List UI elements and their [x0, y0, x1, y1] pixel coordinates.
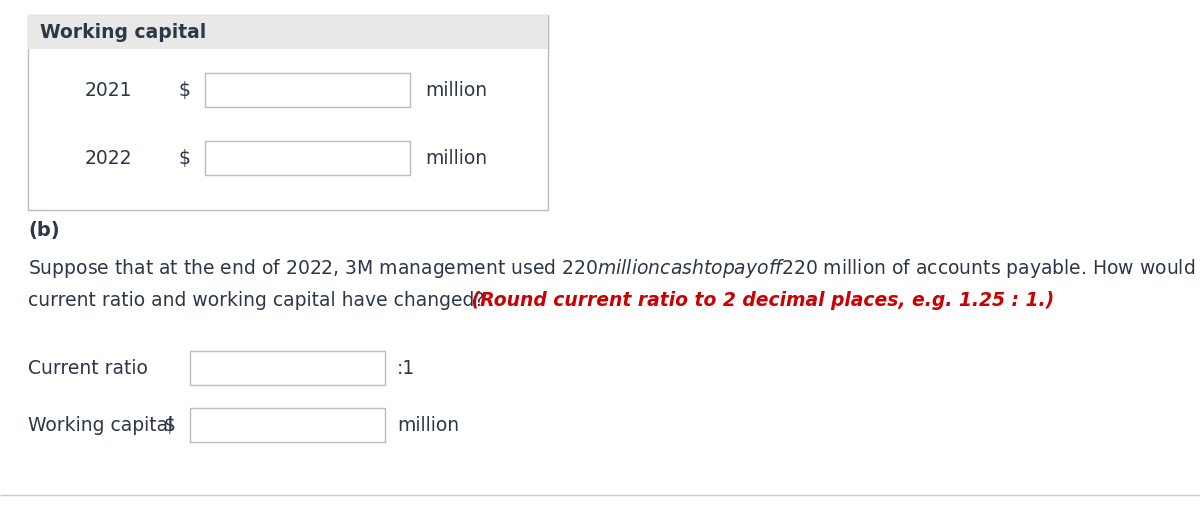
Text: million: million: [397, 415, 460, 434]
Text: Working capital: Working capital: [40, 22, 206, 41]
FancyBboxPatch shape: [28, 15, 548, 49]
Text: 2021: 2021: [84, 81, 132, 100]
Text: $: $: [163, 415, 175, 434]
FancyBboxPatch shape: [28, 15, 548, 210]
Text: $: $: [178, 81, 190, 100]
Text: Working capital: Working capital: [28, 415, 173, 434]
FancyBboxPatch shape: [205, 73, 410, 107]
Text: million: million: [425, 81, 487, 100]
Text: Current ratio: Current ratio: [28, 359, 148, 378]
Text: current ratio and working capital have changed?: current ratio and working capital have c…: [28, 290, 485, 310]
Text: 2022: 2022: [84, 149, 132, 168]
Text: $: $: [178, 149, 190, 168]
Text: :1: :1: [397, 359, 415, 378]
Text: million: million: [425, 149, 487, 168]
FancyBboxPatch shape: [205, 141, 410, 175]
FancyBboxPatch shape: [190, 351, 385, 385]
FancyBboxPatch shape: [190, 408, 385, 442]
Text: (Round current ratio to 2 decimal places, e.g. 1.25 : 1.): (Round current ratio to 2 decimal places…: [466, 290, 1055, 310]
Text: (b): (b): [28, 221, 60, 240]
Text: Suppose that at the end of 2022, 3M management used $220 million cash to pay off: Suppose that at the end of 2022, 3M mana…: [28, 257, 1200, 280]
